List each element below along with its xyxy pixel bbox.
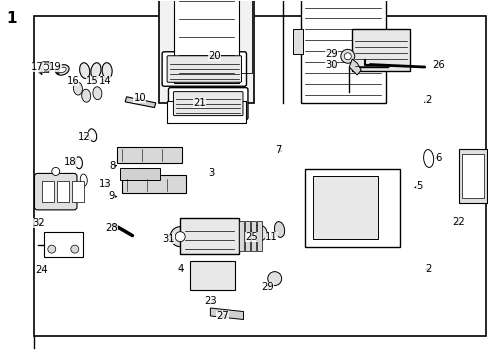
Ellipse shape — [59, 67, 66, 73]
Circle shape — [344, 53, 350, 60]
Bar — [120, 168, 160, 180]
Text: 30: 30 — [325, 59, 337, 69]
Text: 8: 8 — [109, 161, 115, 171]
Circle shape — [170, 227, 190, 247]
Text: 9: 9 — [109, 191, 115, 201]
FancyBboxPatch shape — [162, 52, 246, 86]
FancyBboxPatch shape — [351, 30, 409, 71]
Ellipse shape — [56, 65, 69, 75]
Bar — [159, 0, 254, 103]
Text: 5: 5 — [415, 181, 421, 192]
FancyBboxPatch shape — [189, 261, 234, 291]
FancyBboxPatch shape — [305, 168, 400, 247]
Bar — [458, 149, 486, 203]
Text: 22: 22 — [451, 217, 464, 227]
Text: 2: 2 — [425, 95, 431, 105]
Ellipse shape — [91, 63, 101, 78]
Text: 20: 20 — [207, 51, 220, 61]
Text: 23: 23 — [203, 296, 216, 306]
Circle shape — [48, 245, 56, 253]
Text: 19: 19 — [49, 62, 62, 72]
Bar — [383, 30, 393, 54]
Bar — [34, 16, 485, 336]
Bar — [250, 221, 255, 251]
Ellipse shape — [93, 87, 102, 100]
Bar — [292, 30, 302, 54]
FancyBboxPatch shape — [173, 92, 243, 116]
Circle shape — [71, 245, 79, 253]
Text: 1: 1 — [7, 12, 17, 26]
Polygon shape — [40, 62, 52, 72]
Text: 2: 2 — [425, 264, 431, 274]
Polygon shape — [125, 97, 156, 108]
Text: 10: 10 — [133, 93, 146, 103]
Polygon shape — [210, 308, 243, 320]
Bar — [57, 181, 69, 202]
FancyBboxPatch shape — [168, 87, 247, 120]
FancyBboxPatch shape — [180, 218, 238, 253]
Bar — [117, 147, 181, 163]
Ellipse shape — [80, 63, 90, 78]
Text: 32: 32 — [33, 218, 45, 228]
Circle shape — [52, 167, 60, 175]
Bar — [238, 221, 243, 251]
Text: 7: 7 — [275, 144, 281, 154]
Bar — [461, 153, 483, 198]
Text: 12: 12 — [78, 132, 91, 142]
Text: 15: 15 — [86, 76, 99, 86]
Text: 18: 18 — [64, 157, 77, 167]
Ellipse shape — [102, 63, 112, 78]
Bar — [244, 221, 249, 251]
Bar — [72, 181, 84, 202]
Text: 6: 6 — [434, 153, 441, 163]
Text: 16: 16 — [66, 76, 79, 86]
Circle shape — [175, 232, 185, 242]
FancyBboxPatch shape — [35, 174, 77, 210]
Bar — [256, 221, 261, 251]
Text: 21: 21 — [193, 98, 205, 108]
Ellipse shape — [73, 82, 82, 95]
Bar — [122, 175, 186, 193]
Text: 13: 13 — [99, 179, 112, 189]
Bar — [167, 101, 246, 123]
Circle shape — [267, 272, 281, 285]
Text: 3: 3 — [208, 168, 214, 178]
Bar — [300, 0, 385, 103]
Text: 28: 28 — [105, 224, 118, 233]
Text: 25: 25 — [245, 232, 258, 242]
Text: 26: 26 — [431, 59, 444, 69]
FancyBboxPatch shape — [313, 176, 378, 239]
Text: 27: 27 — [216, 311, 228, 320]
Text: 17: 17 — [31, 62, 44, 72]
Text: 24: 24 — [35, 265, 48, 275]
Circle shape — [251, 225, 266, 241]
Text: 14: 14 — [98, 76, 111, 86]
Bar — [174, 0, 239, 83]
Text: 11: 11 — [264, 232, 277, 242]
FancyBboxPatch shape — [167, 56, 241, 82]
FancyBboxPatch shape — [44, 232, 82, 257]
Ellipse shape — [274, 222, 284, 237]
Text: 4: 4 — [177, 264, 183, 274]
Text: 29: 29 — [261, 282, 274, 292]
Text: 31: 31 — [163, 234, 175, 244]
Text: 29: 29 — [324, 49, 337, 59]
Circle shape — [340, 49, 354, 63]
Polygon shape — [348, 59, 361, 75]
Ellipse shape — [81, 89, 90, 102]
Circle shape — [42, 64, 49, 70]
Bar — [42, 181, 54, 202]
